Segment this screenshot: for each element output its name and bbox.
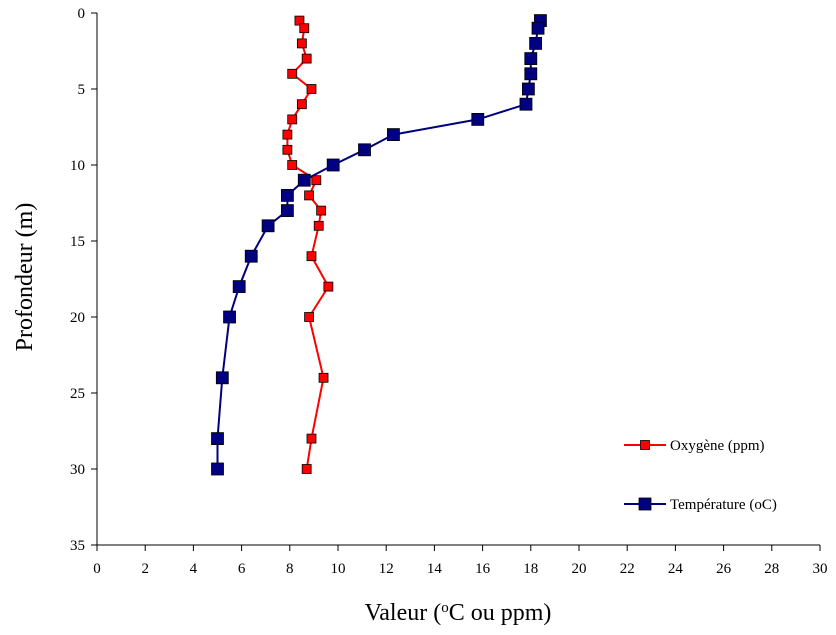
y-axis-title: Profondeur (m) bbox=[12, 203, 38, 352]
data-point-temperature bbox=[524, 52, 538, 65]
data-point-oxygen bbox=[304, 190, 314, 201]
data-point-oxygen bbox=[313, 220, 324, 231]
x-axis-ticks: 0 2 4 6 8 10 12 14 16 18 20 22 24 26 28 30 bbox=[93, 545, 828, 577]
data-point-temperature bbox=[521, 82, 535, 96]
x-tick-label: 28 bbox=[764, 561, 779, 577]
x-tick-label: 16 bbox=[475, 561, 491, 577]
data-point-temperature bbox=[244, 249, 258, 263]
x-axis-title-sup: o bbox=[441, 600, 449, 616]
data-point-temperature bbox=[215, 371, 229, 385]
legend-marker-temperature bbox=[638, 497, 652, 511]
data-point-oxygen bbox=[282, 144, 293, 155]
x-tick-label: 14 bbox=[427, 561, 443, 577]
x-tick-label: 22 bbox=[620, 561, 635, 577]
x-axis-title-pre: Valeur ( bbox=[365, 600, 442, 626]
x-axis-title: Valeur (oC ou ppm) bbox=[365, 600, 552, 626]
data-point-temperature bbox=[387, 128, 400, 142]
data-point-oxygen bbox=[306, 251, 317, 262]
data-point-oxygen bbox=[306, 433, 317, 444]
data-point-temperature bbox=[519, 97, 533, 111]
axes bbox=[96, 13, 820, 546]
data-point-oxygen bbox=[296, 99, 307, 110]
data-point-temperature bbox=[223, 310, 236, 324]
y-axis-ticks: 0 5 10 15 20 25 30 35 bbox=[70, 6, 97, 554]
data-point-oxygen bbox=[304, 312, 314, 322]
data-point-temperature bbox=[471, 113, 485, 126]
y-tick-label: 0 bbox=[78, 6, 86, 22]
legend-item-oxygen: Oxygène (ppm) bbox=[624, 438, 765, 454]
legend-label-temperature: Température (oC) bbox=[670, 497, 777, 513]
x-axis-title-post: C ou ppm) bbox=[449, 600, 552, 626]
y-tick-label: 20 bbox=[70, 310, 85, 326]
y-tick-label: 30 bbox=[70, 462, 85, 478]
data-point-temperature bbox=[529, 37, 543, 50]
legend: Oxygène (ppm) Température (oC) bbox=[624, 438, 777, 513]
data-point-temperature bbox=[326, 158, 340, 172]
data-point-oxygen bbox=[287, 114, 298, 125]
x-tick-label: 0 bbox=[93, 561, 101, 577]
legend-item-temperature: Température (oC) bbox=[624, 497, 777, 513]
data-point-oxygen bbox=[287, 160, 298, 170]
x-tick-label: 20 bbox=[572, 561, 587, 577]
data-point-oxygen bbox=[306, 84, 317, 94]
data-point-temperature bbox=[358, 143, 371, 157]
x-tick-label: 8 bbox=[286, 561, 294, 577]
data-point-oxygen bbox=[296, 38, 307, 49]
x-tick-label: 6 bbox=[238, 561, 246, 577]
data-point-temperature bbox=[280, 188, 294, 202]
data-point-oxygen bbox=[282, 129, 293, 140]
data-point-temperature bbox=[280, 204, 294, 218]
data-point-oxygen bbox=[301, 464, 312, 474]
series-layer bbox=[211, 14, 547, 476]
data-point-temperature bbox=[261, 219, 275, 233]
y-tick-label: 25 bbox=[70, 386, 85, 402]
data-point-oxygen bbox=[318, 372, 329, 383]
legend-label-oxygen: Oxygène (ppm) bbox=[670, 438, 765, 454]
data-point-temperature bbox=[531, 21, 545, 35]
series-line-temperature bbox=[216, 20, 542, 469]
y-tick-label: 35 bbox=[70, 538, 85, 554]
legend-marker-oxygen bbox=[640, 440, 650, 450]
x-tick-label: 26 bbox=[716, 561, 732, 577]
data-point-oxygen bbox=[299, 23, 310, 34]
data-point-oxygen bbox=[323, 281, 334, 292]
x-tick-label: 10 bbox=[331, 561, 346, 577]
x-tick-label: 30 bbox=[813, 561, 828, 577]
data-point-oxygen bbox=[301, 53, 312, 64]
x-tick-label: 4 bbox=[190, 561, 198, 577]
data-point-temperature bbox=[211, 432, 224, 446]
data-point-temperature bbox=[232, 280, 246, 294]
data-point-oxygen bbox=[311, 175, 322, 186]
y-tick-label: 15 bbox=[70, 234, 85, 250]
data-point-temperature bbox=[524, 67, 538, 81]
data-point-temperature bbox=[297, 173, 311, 187]
data-point-oxygen bbox=[287, 68, 298, 79]
data-point-oxygen bbox=[316, 205, 327, 216]
x-tick-label: 24 bbox=[668, 561, 684, 577]
series-temperature bbox=[211, 14, 547, 476]
x-tick-label: 18 bbox=[523, 561, 538, 577]
series-oxygen bbox=[282, 15, 334, 474]
y-tick-label: 10 bbox=[70, 158, 85, 174]
data-point-temperature bbox=[211, 462, 224, 476]
x-tick-label: 12 bbox=[379, 561, 394, 577]
x-tick-label: 2 bbox=[141, 561, 149, 577]
y-tick-label: 5 bbox=[78, 82, 86, 98]
